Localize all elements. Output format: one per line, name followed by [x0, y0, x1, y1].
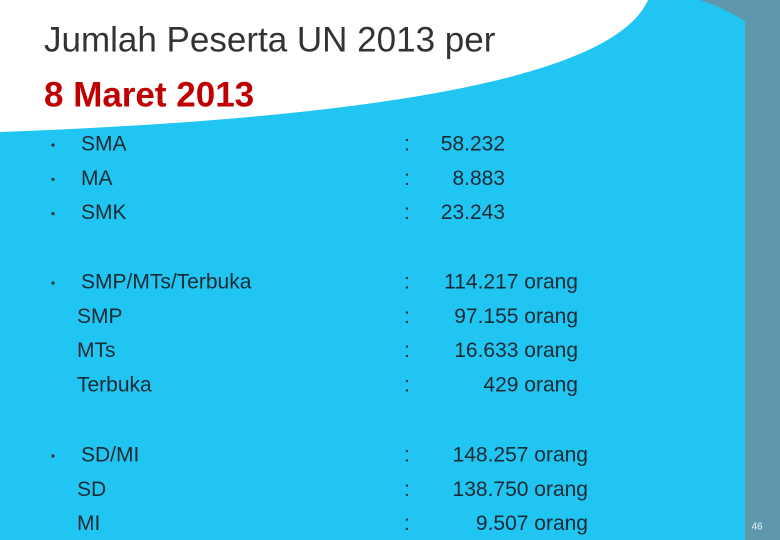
bullet: [51, 454, 55, 458]
row-value: 58.232: [441, 133, 505, 156]
row-value: 138.750 orang: [453, 478, 588, 501]
row-label: SMP/MTs/Terbuka: [81, 271, 252, 294]
row-value: 97.155 orang: [454, 305, 578, 328]
row-colon: :: [404, 167, 410, 190]
row-colon: :: [404, 444, 410, 467]
side-strip: [745, 0, 780, 540]
page-number: 46: [751, 522, 763, 533]
row-label: Terbuka: [77, 373, 152, 396]
row-label: SMA: [81, 133, 127, 156]
row-label: MTs: [77, 339, 116, 362]
bullet: [51, 212, 55, 216]
title-line1: Jumlah Peserta UN 2013 per: [44, 20, 496, 59]
title-area: [0, 0, 648, 132]
bullet: [51, 177, 55, 181]
row-value: 23.243: [441, 201, 505, 224]
row-label: MA: [81, 167, 113, 190]
list: SMA: 58.232 MA: 8.883 SMK: 23.243 SMP/MTs/Terb…: [51, 133, 588, 535]
row-label: SD/MI: [81, 444, 139, 467]
row-value: 114.217 orang: [444, 271, 578, 294]
row-colon: :: [404, 478, 410, 501]
row-colon: :: [404, 271, 410, 294]
row-colon: :: [404, 373, 410, 396]
row-value: 9.507 orang: [476, 512, 588, 535]
row-value: 8.883: [452, 167, 505, 190]
row-value: 16.633 orang: [454, 339, 578, 362]
row-label: MI: [77, 512, 100, 535]
bullet: [51, 281, 55, 285]
row-colon: :: [404, 201, 410, 224]
row-colon: :: [404, 305, 410, 328]
row-colon: :: [404, 512, 410, 535]
row-value: 148.257 orang: [453, 444, 588, 467]
row-colon: :: [404, 133, 410, 156]
title-line2: 8 Maret 2013: [44, 75, 254, 114]
row-label: SMP: [77, 305, 123, 328]
row-value: 429 orang: [483, 373, 578, 396]
row-colon: :: [404, 339, 410, 362]
row-label: SMK: [81, 201, 127, 224]
bullet: [51, 143, 55, 147]
row-label: SD: [77, 478, 106, 501]
corner: [700, 0, 780, 60]
